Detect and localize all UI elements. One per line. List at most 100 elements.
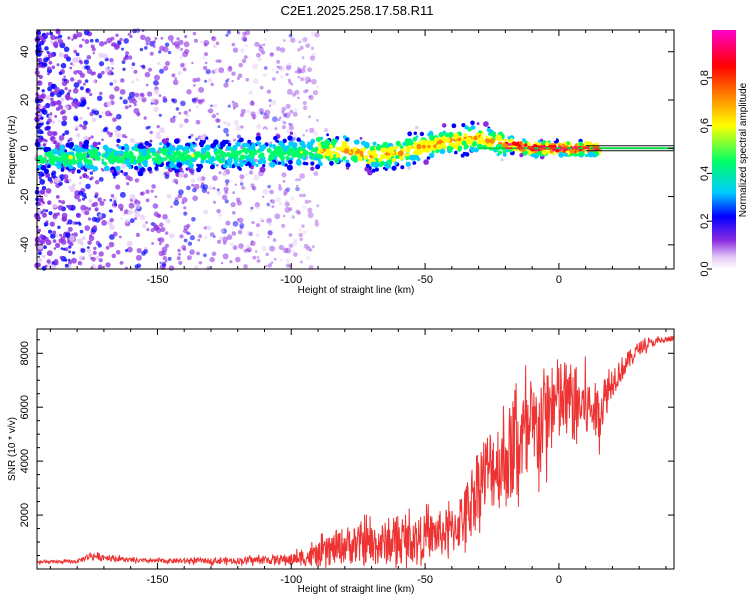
spectrogram-ridge-dot bbox=[454, 150, 458, 155]
spectrogram-noise-dot bbox=[79, 229, 84, 234]
spectrogram-ridge-dot bbox=[578, 141, 583, 147]
spectrogram-noise-dot bbox=[218, 171, 222, 175]
spectrogram-ridge-dot bbox=[479, 135, 484, 139]
spectrogram-noise-dot bbox=[43, 193, 48, 198]
spectrogram-noise-dot bbox=[204, 236, 208, 240]
spectrogram-ticks: -150 -100 -50 0 -40 -20 0 20 40 bbox=[19, 30, 674, 286]
spectrogram-noise-dot bbox=[301, 37, 307, 43]
spectrogram-noise-dot bbox=[124, 219, 129, 224]
spectrogram-ridge-dot bbox=[49, 158, 55, 165]
spectrogram-ridge-dot bbox=[357, 156, 363, 162]
spectrogram-noise-dot bbox=[166, 193, 172, 199]
spectrogram-noise-dot bbox=[218, 236, 224, 241]
spectrogram-ridge-dot bbox=[250, 165, 254, 170]
spectrogram-noise-dot bbox=[133, 209, 138, 214]
spectrogram-noise-dot bbox=[146, 228, 150, 232]
spectrogram-ridge-dot bbox=[274, 151, 278, 156]
spectrogram-noise-dot bbox=[114, 86, 120, 92]
spectrogram-noise-dot bbox=[298, 232, 303, 238]
spectrogram-noise-dot bbox=[222, 236, 228, 243]
spectrogram-noise-dot bbox=[278, 202, 283, 206]
spectrogram-noise-dot bbox=[250, 240, 254, 244]
spectrogram-ridge-dot bbox=[461, 123, 466, 128]
spectrogram-ridge-dot bbox=[121, 155, 126, 160]
spectrogram-ridge-dot bbox=[45, 151, 51, 157]
spectrogram-noise-dot bbox=[162, 214, 168, 220]
spectrogram-noise-dot bbox=[183, 110, 188, 115]
spectrogram-ridge-dot bbox=[62, 160, 67, 165]
spectrogram-noise-dot bbox=[112, 231, 118, 237]
spectrogram-ridge-dot bbox=[269, 161, 276, 168]
spectrogram-noise-dot bbox=[215, 118, 220, 123]
spectrogram-noise-dot bbox=[313, 171, 319, 177]
spectrogram-ridge-dot bbox=[43, 157, 47, 161]
spectrogram-noise-dot bbox=[152, 203, 159, 209]
spectrogram-ridge-dot bbox=[386, 147, 393, 154]
spectrogram-noise-dot bbox=[299, 193, 303, 198]
spectrogram-noise-dot bbox=[126, 246, 133, 253]
spectrogram-noise-dot bbox=[159, 261, 162, 265]
spectrogram-ridge-dot bbox=[161, 138, 168, 144]
spectrogram-noise-dot bbox=[37, 251, 42, 256]
spectrogram-ridge-dot bbox=[323, 128, 329, 133]
spectrogram-noise-dot bbox=[223, 127, 229, 134]
spectrogram-noise-dot bbox=[256, 123, 262, 129]
spectrogram-noise-dot bbox=[303, 89, 307, 94]
spectrogram-ridge bbox=[36, 114, 674, 179]
spectrogram-ridge-dot bbox=[502, 143, 508, 148]
spectrogram-noise-dot bbox=[135, 254, 142, 261]
spectrogram-ridge-dot bbox=[239, 159, 244, 164]
spectrogram-ridge-dot bbox=[503, 138, 507, 142]
spectrogram-noise-dot bbox=[307, 212, 314, 219]
spectrogram-noise-dot bbox=[50, 233, 56, 239]
spectrogram-noise-dot bbox=[145, 83, 149, 87]
spectrogram-ridge-dot bbox=[307, 144, 314, 150]
spectrogram-noise-dot bbox=[124, 171, 128, 176]
snr-xtick-label: -150 bbox=[146, 574, 168, 586]
spectrogram-noise-dot bbox=[188, 109, 192, 112]
spectrogram-ridge-dot bbox=[449, 149, 453, 153]
spectrogram-noise-dot bbox=[285, 103, 291, 109]
spectrogram-noise-dot bbox=[81, 236, 86, 241]
spectrogram-noise-dot bbox=[217, 59, 222, 63]
spectrogram-noise-dot bbox=[88, 235, 95, 242]
spectrogram-ridge-dot bbox=[578, 150, 585, 157]
spectrogram-ridge-dot bbox=[341, 140, 348, 147]
spectrogram-noise-dot bbox=[55, 28, 61, 34]
spectrogram-ridge-dot bbox=[310, 166, 315, 171]
spectrogram-noise-dot bbox=[225, 133, 230, 137]
spectrogram-noise-dot bbox=[204, 79, 208, 83]
spectrogram-ridge-dot bbox=[447, 131, 454, 138]
spectrogram-ridge-dot bbox=[147, 154, 152, 159]
spectrogram-noise-dot bbox=[162, 96, 167, 101]
spectrogram-noise-dot bbox=[64, 130, 70, 135]
spectrogram-noise-dot bbox=[289, 109, 294, 114]
spectrogram-noise-dot bbox=[180, 56, 183, 59]
spectrogram-noise-dot bbox=[222, 253, 229, 260]
spectrogram-noise-dot bbox=[248, 90, 253, 95]
spectrogram-noise-dot bbox=[40, 116, 44, 120]
spectrogram-ridge-dot bbox=[286, 164, 293, 171]
spectrogram-ridge-dot bbox=[117, 145, 122, 149]
spectrogram-noise-dot bbox=[120, 217, 123, 220]
spectrogram-noise-dot bbox=[81, 98, 87, 105]
spectrogram-noise-dot bbox=[48, 211, 53, 216]
spectrogram-noise-dot bbox=[137, 95, 143, 101]
spectrogram-noise-dot bbox=[53, 247, 57, 250]
spectrogram-noise-dot bbox=[280, 75, 284, 79]
spectrogram-ridge-dot bbox=[445, 137, 451, 143]
spectrogram-noise-dot bbox=[112, 117, 117, 122]
spectrogram-noise-dot bbox=[223, 186, 229, 192]
spectrogram-ridge-dot bbox=[124, 159, 130, 165]
spectrogram-noise-dot bbox=[73, 49, 77, 54]
spectrogram-noise-dot bbox=[135, 28, 141, 33]
spectrogram-ridge-dot bbox=[138, 164, 142, 169]
spectrogram-ridge-dot bbox=[216, 148, 223, 155]
spectrogram-noise-dot bbox=[64, 87, 68, 91]
spectrogram-ridge-dot bbox=[398, 155, 404, 161]
spectrogram-noise-dot bbox=[75, 128, 78, 131]
spectrogram-noise-dot bbox=[248, 231, 253, 237]
spectrogram-ridge-dot bbox=[261, 159, 266, 164]
spectrogram-ridge-dot bbox=[288, 159, 293, 165]
spectrogram-noise-dot bbox=[248, 249, 251, 252]
